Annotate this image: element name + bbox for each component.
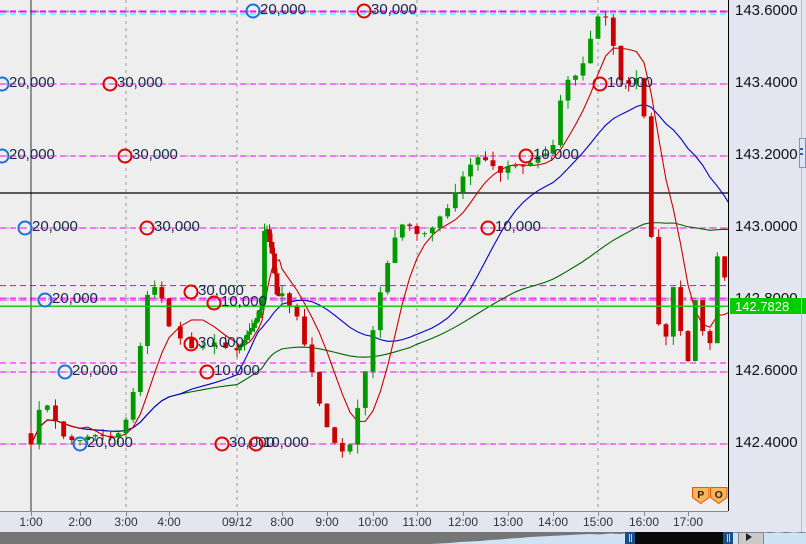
svg-text:P: P	[697, 489, 704, 501]
svg-text:O: O	[715, 489, 723, 501]
